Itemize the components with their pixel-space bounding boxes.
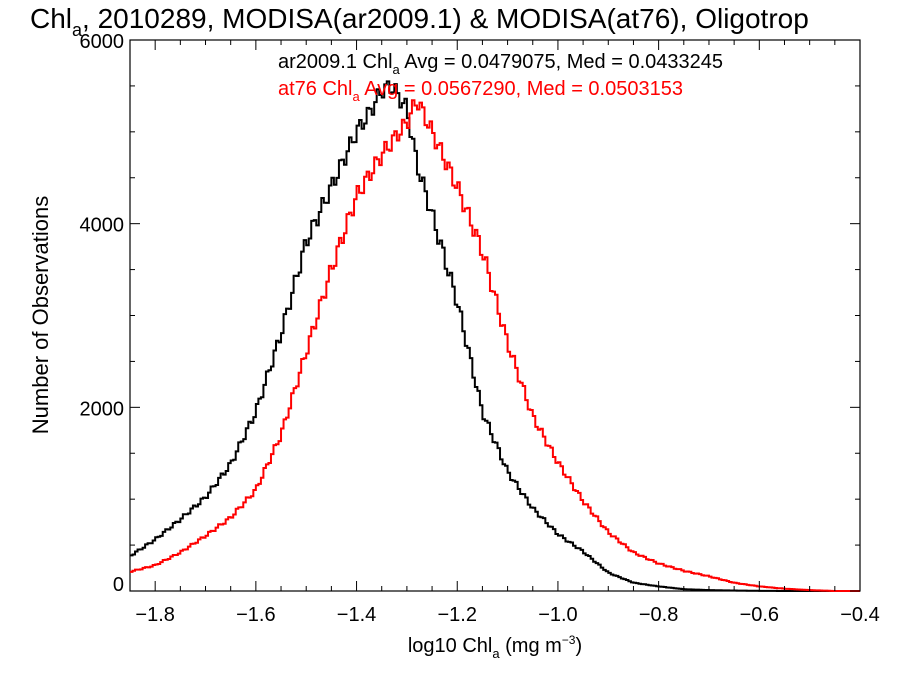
y-tick-label: 2000 (80, 398, 125, 420)
legend-ar2009: ar2009.1 Chla Avg = 0.0479075, Med = 0.0… (278, 51, 723, 77)
chart-title: Chla, 2010289, MODISA(ar2009.1) & MODISA… (30, 3, 809, 40)
x-tick-label: −0.4 (840, 604, 879, 626)
ticks-layer: −1.8 −1.6 −1.4 −1.2 −1.0 −0.8 −0.6 −0.4 0 2000 400… (80, 31, 880, 626)
y-tick-label: 6000 (80, 31, 125, 53)
y-tick-label: 0 (113, 574, 124, 596)
x-tick-label: −1.2 (437, 604, 476, 626)
series-at76 (130, 99, 860, 592)
x-tick-label: −1.0 (538, 604, 577, 626)
plot-frame (129, 39, 861, 592)
x-tick-label: −1.8 (135, 604, 174, 626)
y-axis-label: Number of Observations (28, 196, 53, 434)
x-tick-label: −1.4 (337, 604, 376, 626)
x-axis-label: log10 Chla (mg m−3) (408, 633, 582, 661)
legend-at76: at76 Chla Avg = 0.0567290, Med = 0.05031… (278, 78, 683, 104)
y-tick-label: 4000 (80, 215, 125, 237)
series-ar2009.1 (130, 80, 860, 592)
x-tick-label: −0.6 (740, 604, 779, 626)
x-tick-label: −1.6 (236, 604, 275, 626)
x-tick-label: −0.8 (639, 604, 678, 626)
series-layer (130, 80, 860, 592)
